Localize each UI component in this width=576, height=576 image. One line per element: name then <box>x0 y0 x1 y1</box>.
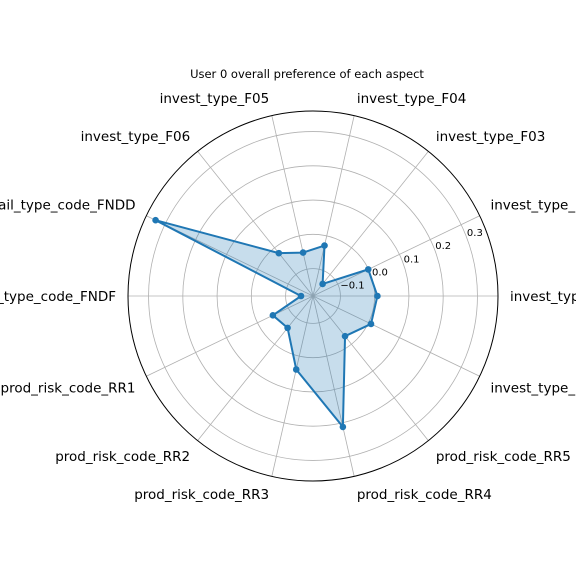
data-point-5 <box>275 249 283 257</box>
grid-spoke-11 <box>312 295 355 477</box>
grid-spoke-3 <box>312 115 355 297</box>
category-label-0: invest_type_F01 <box>510 289 576 305</box>
data-point-9 <box>284 324 291 332</box>
category-labels: invest_type_F01 invest_type_F02 invest_typ… <box>0 91 576 503</box>
data-point-12 <box>341 332 349 340</box>
radial-tick-label-3: 0.2 <box>435 241 451 252</box>
data-point-11 <box>339 423 347 431</box>
data-point-0 <box>374 292 381 300</box>
category-label-4: invest_type_F05 <box>160 91 270 107</box>
data-point-7 <box>297 292 305 300</box>
grid-spoke-5 <box>197 151 314 297</box>
grid-spoke-2 <box>312 151 429 297</box>
grid-spoke-8 <box>146 295 314 377</box>
grid-spoke-9 <box>197 295 314 441</box>
data-point-4 <box>299 249 307 256</box>
category-label-8: prod_risk_code_RR1 <box>1 380 136 396</box>
series-area <box>155 220 378 427</box>
chart-title: User 0 overall preference of each aspect <box>190 67 424 81</box>
grid-spoke-12 <box>312 295 429 441</box>
radial-tick-label-2: 0.1 <box>404 254 420 265</box>
category-label-11: prod_risk_code_RR4 <box>357 487 492 503</box>
category-label-12: prod_risk_code_RR5 <box>436 449 571 465</box>
category-label-13: invest_type_F01 <box>490 380 576 396</box>
grid-spoke-4 <box>271 115 314 297</box>
category-label-9: prod_risk_code_RR2 <box>55 449 190 465</box>
category-label-1: invest_type_F02 <box>490 198 576 214</box>
category-label-7: prod_detail_type_code_FNDF <box>0 289 116 305</box>
radial-tick-label-0: −0.1 <box>340 281 364 292</box>
data-point-2 <box>319 280 326 288</box>
grid-spoke-1 <box>312 215 480 297</box>
grid-spoke-13 <box>312 295 480 377</box>
category-label-5: invest_type_F06 <box>81 129 191 145</box>
data-point-10 <box>292 366 300 373</box>
polar-frame <box>127 110 499 482</box>
category-label-6: prod_detail_type_code_FNDD <box>0 198 136 214</box>
data-point-6 <box>152 216 159 224</box>
radial-tick-label-1: 0.0 <box>372 267 388 278</box>
radial-tick-label-4: 0.3 <box>467 228 483 239</box>
category-label-10: prod_risk_code_RR3 <box>134 487 269 503</box>
data-point-3 <box>321 242 328 249</box>
data-point-13 <box>367 320 375 328</box>
radial-tick-labels: −0.1 0.0 0.1 0.2 0.3 <box>340 228 483 291</box>
category-label-2: invest_type_F03 <box>436 129 546 145</box>
data-point-1 <box>364 266 372 273</box>
data-point-8 <box>269 312 277 319</box>
series-layer <box>152 216 381 431</box>
grid-spoke-10 <box>271 295 314 477</box>
category-label-3: invest_type_F04 <box>357 91 467 107</box>
